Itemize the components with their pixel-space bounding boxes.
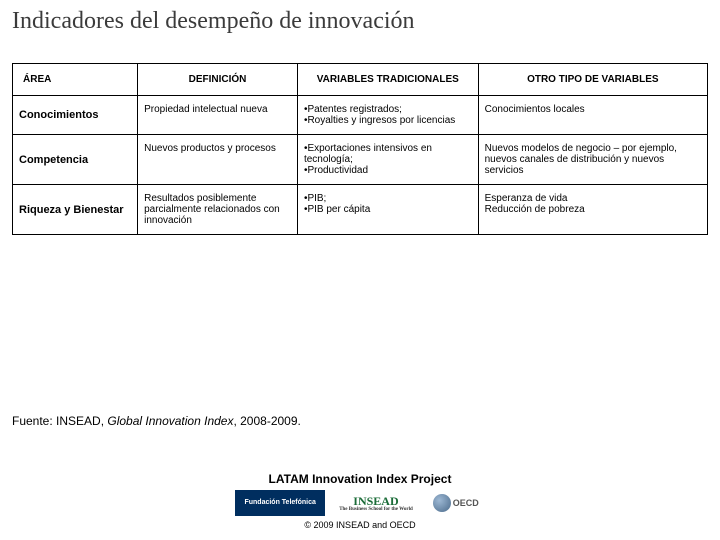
- header-definicion: DEFINICIÓN: [138, 64, 298, 96]
- source-italic: Global Innovation Index: [107, 414, 233, 428]
- cell-otro: Esperanza de vidaReducción de pobreza: [478, 185, 707, 235]
- cell-variables: •Exportaciones intensivos en tecnología;…: [297, 135, 478, 185]
- insead-logo-text: INSEAD: [353, 495, 398, 507]
- cell-definicion: Propiedad intelectual nueva: [138, 96, 298, 135]
- source-prefix: Fuente: INSEAD,: [12, 414, 107, 428]
- header-variables: VARIABLES TRADICIONALES: [297, 64, 478, 96]
- oecd-logo-text: OECD: [453, 498, 479, 508]
- header-otro: OTRO TIPO DE VARIABLES: [478, 64, 707, 96]
- source-suffix: , 2008-2009.: [233, 414, 300, 428]
- insead-logo-subtext: The Business School for the World: [339, 507, 413, 512]
- cell-variables: •PIB;•PIB per cápita: [297, 185, 478, 235]
- cell-definicion: Nuevos productos y procesos: [138, 135, 298, 185]
- table-row: Competencia Nuevos productos y procesos …: [13, 135, 708, 185]
- source-citation: Fuente: INSEAD, Global Innovation Index,…: [12, 414, 301, 428]
- cell-otro: Conocimientos locales: [478, 96, 707, 135]
- header-area: ÁREA: [13, 64, 138, 96]
- page-title: Indicadores del desempeño de innovación: [12, 8, 708, 35]
- telefonica-logo: Fundación Telefónica: [235, 490, 325, 516]
- footer: LATAM Innovation Index Project Fundación…: [0, 472, 720, 530]
- cell-area: Conocimientos: [13, 96, 138, 135]
- oecd-logo: OECD: [427, 491, 485, 515]
- cell-area: Riqueza y Bienestar: [13, 185, 138, 235]
- oecd-globe-icon: [433, 494, 451, 512]
- copyright: © 2009 INSEAD and OECD: [0, 520, 720, 530]
- project-title: LATAM Innovation Index Project: [0, 472, 720, 486]
- cell-variables: •Patentes registrados;•Royalties y ingre…: [297, 96, 478, 135]
- cell-otro: Nuevos modelos de negocio – por ejemplo,…: [478, 135, 707, 185]
- cell-area: Competencia: [13, 135, 138, 185]
- telefonica-logo-text: Fundación Telefónica: [244, 499, 315, 507]
- cell-definicion: Resultados posiblemente parcialmente rel…: [138, 185, 298, 235]
- table-header-row: ÁREA DEFINICIÓN VARIABLES TRADICIONALES …: [13, 64, 708, 96]
- insead-logo: INSEAD The Business School for the World: [333, 492, 419, 515]
- table-row: Conocimientos Propiedad intelectual nuev…: [13, 96, 708, 135]
- indicators-table: ÁREA DEFINICIÓN VARIABLES TRADICIONALES …: [12, 63, 708, 235]
- table-row: Riqueza y Bienestar Resultados posibleme…: [13, 185, 708, 235]
- logo-strip: Fundación Telefónica INSEAD The Business…: [0, 490, 720, 516]
